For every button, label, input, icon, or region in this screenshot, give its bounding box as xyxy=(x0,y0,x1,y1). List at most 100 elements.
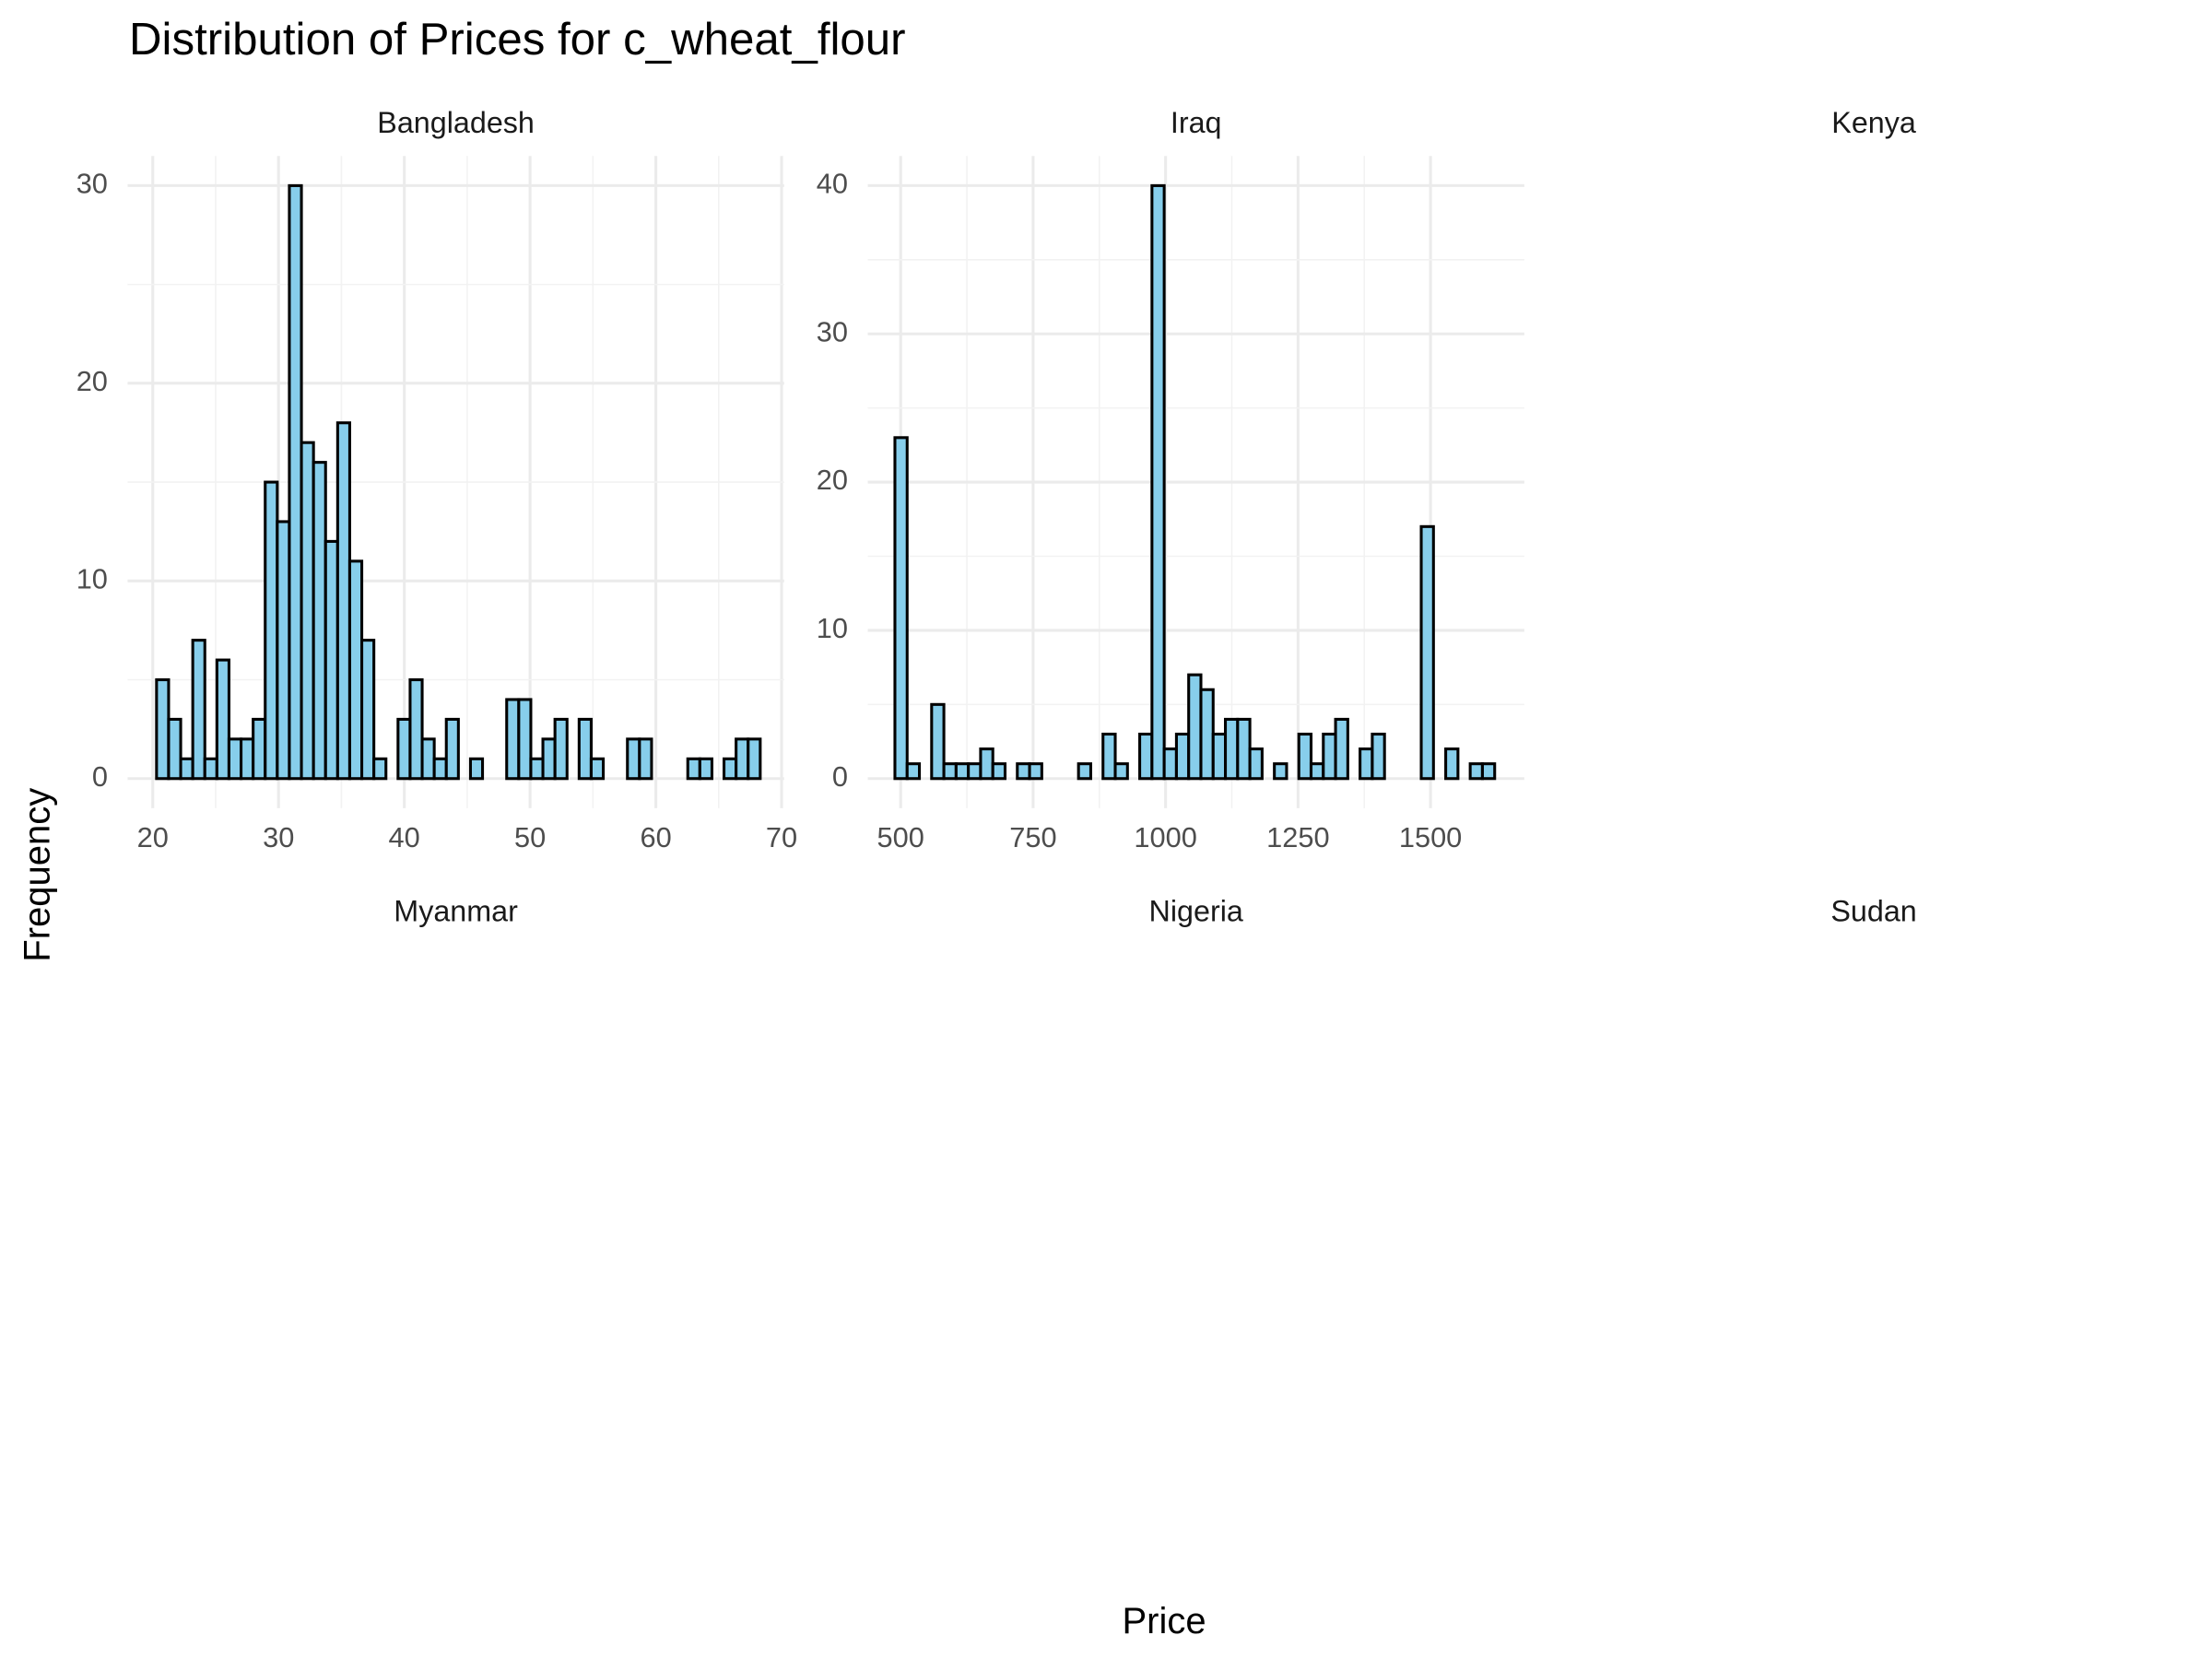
x-tick-label: 1250 xyxy=(1266,821,1329,853)
x-tick-label: 30 xyxy=(263,821,294,853)
facet-strip-label: Nigeria xyxy=(1149,894,1243,927)
y-tick-label: 30 xyxy=(76,168,108,200)
facet-strip-label: Bangladesh xyxy=(377,106,535,139)
y-axis-label: Frequency xyxy=(18,788,58,962)
x-tick-label: 1000 xyxy=(1134,821,1196,853)
bar xyxy=(396,717,412,781)
bar xyxy=(372,757,388,781)
bar xyxy=(1371,732,1386,781)
bar xyxy=(1359,747,1374,781)
bar xyxy=(517,698,533,781)
bar xyxy=(1113,762,1129,781)
bar xyxy=(300,441,315,781)
bar xyxy=(179,757,194,781)
bar xyxy=(979,747,994,781)
bar xyxy=(288,183,303,781)
bar xyxy=(1028,762,1043,781)
y-tick-label: 0 xyxy=(92,760,108,793)
bar xyxy=(468,757,485,781)
y-tick-label: 0 xyxy=(832,760,848,793)
bar xyxy=(1211,732,1228,781)
bar xyxy=(408,677,424,781)
bar xyxy=(905,762,922,781)
x-axis-label: Price xyxy=(1123,1601,1206,1641)
bar xyxy=(930,702,946,781)
y-tick-label: 30 xyxy=(817,315,848,347)
bar xyxy=(1297,732,1313,781)
bar xyxy=(1016,762,1031,781)
bar xyxy=(1444,747,1460,781)
bar xyxy=(191,639,206,781)
bar xyxy=(505,698,521,781)
bar xyxy=(335,421,351,781)
bar xyxy=(638,737,653,781)
bar xyxy=(991,762,1007,781)
facet-strip-label: Kenya xyxy=(1831,106,1916,139)
x-tick-label: 750 xyxy=(1009,821,1056,853)
bar xyxy=(954,762,971,781)
y-tick-label: 20 xyxy=(817,464,848,496)
bar xyxy=(1334,717,1349,781)
bar xyxy=(1480,762,1497,781)
bar xyxy=(1077,762,1092,781)
bar xyxy=(1309,762,1325,781)
bar xyxy=(276,520,291,781)
bar xyxy=(893,436,909,781)
bar xyxy=(360,639,376,781)
bar xyxy=(420,737,436,781)
bar xyxy=(698,757,713,781)
bar xyxy=(541,737,557,781)
bar xyxy=(227,737,243,781)
bar xyxy=(723,757,738,781)
facet-strip-label: Sudan xyxy=(1830,894,1916,927)
bar xyxy=(167,717,182,781)
facet-strip-label: Myanmar xyxy=(394,894,518,927)
bar xyxy=(1187,673,1203,781)
bar xyxy=(432,757,448,781)
bar xyxy=(1419,524,1435,781)
y-tick-label: 40 xyxy=(817,168,848,200)
bar xyxy=(1150,183,1166,781)
bar xyxy=(312,461,327,781)
bar xyxy=(1101,732,1117,781)
bar xyxy=(1138,732,1154,781)
bar xyxy=(1248,747,1264,781)
bar xyxy=(347,559,364,781)
bar xyxy=(686,757,701,781)
facet-strip-label: Iraq xyxy=(1171,106,1222,139)
bar xyxy=(203,757,218,781)
bar xyxy=(252,717,267,781)
bar xyxy=(1236,717,1252,781)
bar xyxy=(553,717,569,781)
y-tick-label: 10 xyxy=(817,612,848,644)
bar xyxy=(1199,688,1215,781)
bar xyxy=(735,737,750,781)
x-tick-label: 60 xyxy=(640,821,671,853)
x-tick-label: 20 xyxy=(137,821,169,853)
x-tick-label: 1500 xyxy=(1399,821,1462,853)
bar xyxy=(1273,762,1288,781)
bar xyxy=(1322,732,1337,781)
x-tick-label: 70 xyxy=(766,821,797,853)
chart-title: Distribution of Prices for c_wheat_flour xyxy=(129,14,906,65)
bar xyxy=(1468,762,1484,781)
bar xyxy=(589,757,606,781)
y-tick-label: 20 xyxy=(76,365,108,397)
bar xyxy=(324,539,339,781)
bar xyxy=(1162,747,1178,781)
bar xyxy=(577,717,593,781)
bar xyxy=(626,737,641,781)
bar xyxy=(942,762,958,781)
bar xyxy=(264,480,279,781)
bar xyxy=(215,658,230,781)
x-tick-label: 50 xyxy=(514,821,546,853)
bar xyxy=(1174,732,1191,781)
bar xyxy=(444,717,460,781)
bar xyxy=(967,762,982,781)
x-tick-label: 500 xyxy=(877,821,924,853)
bar xyxy=(747,737,762,781)
x-tick-label: 40 xyxy=(389,821,420,853)
bar xyxy=(529,757,545,781)
